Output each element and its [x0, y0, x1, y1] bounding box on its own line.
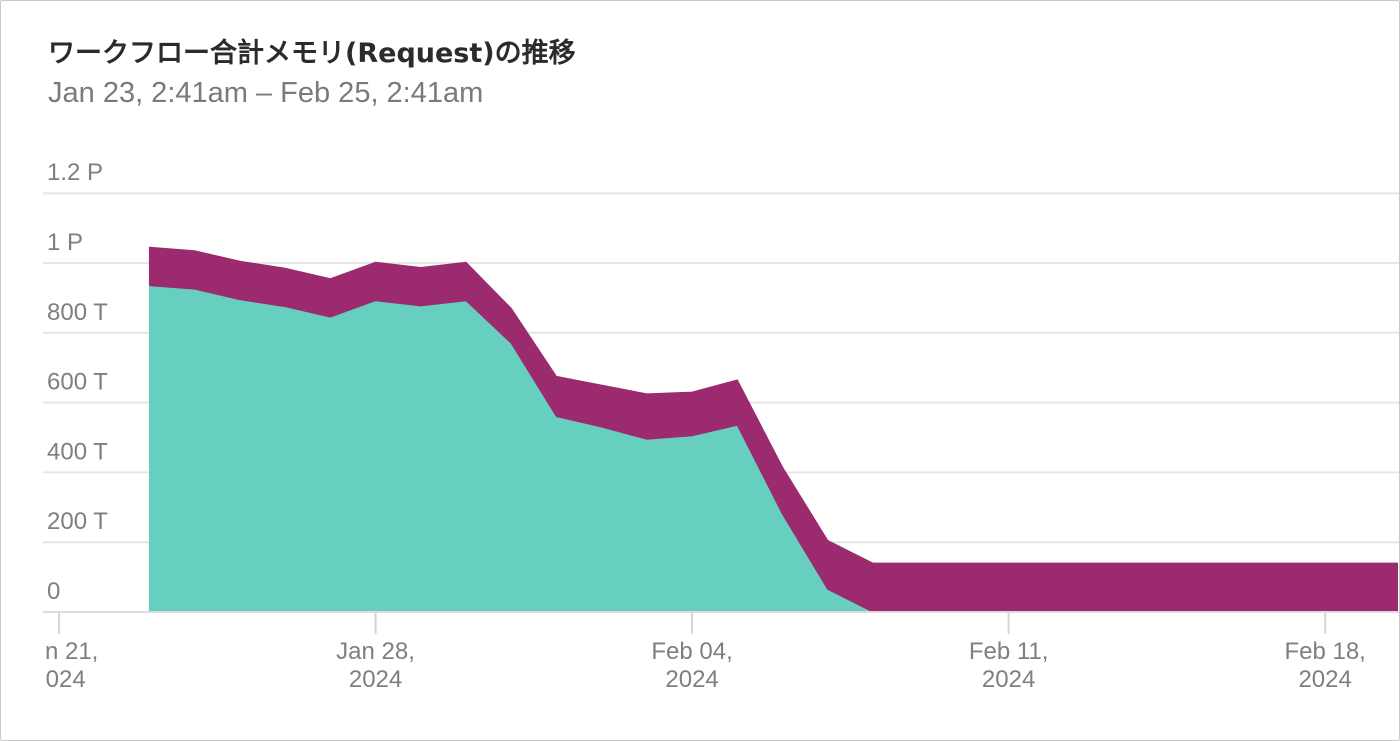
x-tick-label-date: Jan 28, [336, 638, 415, 665]
y-tick-label: 200 T [47, 508, 108, 535]
y-tick-label: 800 T [47, 299, 108, 326]
x-axis [43, 611, 1399, 634]
y-tick-label: 0 [47, 578, 60, 605]
x-tick-label-date: Feb 11, [969, 638, 1049, 665]
x-tick-label-year: 2024 [665, 666, 718, 693]
y-tick-label: 1.2 P [47, 159, 103, 186]
x-tick-label-date: Feb 04, [651, 638, 732, 665]
x-tick-label-year: 2024 [32, 666, 85, 693]
x-tick-label-year: 2024 [982, 666, 1035, 693]
x-tick-label-date: Feb 18, [1284, 638, 1365, 665]
y-tick-label: 400 T [47, 438, 108, 465]
y-tick-label: 600 T [47, 369, 108, 396]
x-tick-label-year: 2024 [1298, 666, 1351, 693]
time-range-subtitle: Jan 23, 2:41am – Feb 25, 2:41am [48, 77, 484, 109]
chart-title: ワークフロー合計メモリ(Request)の推移 [48, 38, 576, 69]
x-tick-label-date: Jan 21, [20, 638, 99, 665]
y-tick-label: 1 P [47, 229, 83, 256]
area-series [148, 246, 1399, 613]
y-axis-labels: 0 200 T 400 T 600 T 800 T 1 P 1.2 P [47, 159, 108, 605]
x-tick-label-year: 2024 [349, 666, 402, 693]
